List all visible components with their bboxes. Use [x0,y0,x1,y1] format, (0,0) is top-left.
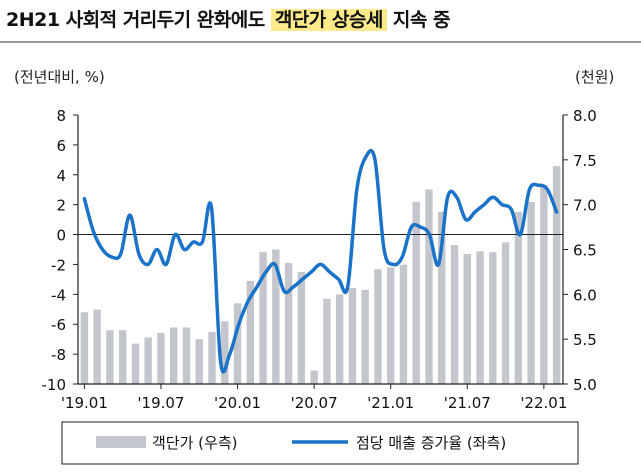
bar [233,303,242,384]
left-tick-label: 0 [56,227,66,245]
left-tick-label: -10 [42,376,67,394]
bar [527,201,535,384]
chart-title: 2H21 사회적 거리두기 완화에도 객단가 상승세 지속 중 [6,0,450,40]
right-tick-label: 7.0 [573,197,597,215]
x-tick-label: '20.07 [291,394,338,412]
bar [438,211,446,384]
left-tick-label: 6 [56,137,66,155]
x-axis-ticks: '19.01 '19.07 '20.01 '20.07 '21.01 '21.07 '22.… [61,384,567,412]
bar [476,251,484,384]
bar [246,280,255,384]
x-tick-label: '22.01 [520,394,567,412]
bar [221,321,229,384]
bar [297,271,306,384]
title-divider [0,41,641,43]
legend-bar-swatch [96,436,146,448]
left-tick-label: -8 [51,346,66,364]
bar [195,339,203,384]
bar [374,269,382,384]
bar [208,331,216,384]
x-tick-label: '19.07 [137,394,184,412]
bar [323,298,331,384]
right-tick-label: 6.0 [573,286,597,304]
left-tick-label: 2 [56,197,66,215]
legend-bar-label: 객단가 (우측) [152,434,237,452]
bar [540,184,548,384]
right-tick-label: 5.5 [573,331,597,349]
bar [170,327,178,384]
bar [412,201,420,384]
bar [93,309,101,384]
left-tick-label: 8 [56,107,66,125]
right-tick-label: 6.5 [573,242,597,260]
right-tick-label: 8.0 [573,107,597,125]
bar [157,332,165,384]
bar [118,330,127,384]
left-tick-label: -2 [51,256,66,274]
title-main: 2H21 사회적 거리두기 완화에도 [6,9,271,31]
x-tick-label: '21.01 [367,394,414,412]
bar [552,166,561,384]
title-highlight: 객단가 상승세 [270,9,387,31]
bar-series [80,166,561,384]
bar [489,252,497,384]
left-tick-label: -6 [51,316,66,334]
right-axis-ticks: 8.0 7.5 7.0 6.5 6.0 5.5 5.0 [563,107,597,394]
bar [144,337,152,384]
right-tick-label: 7.5 [573,152,597,170]
left-tick-label: 4 [56,167,66,185]
bar [106,330,114,384]
bar [182,327,191,384]
bar [310,370,318,384]
bar [335,294,344,384]
left-axis-label: (전년대비, %) [14,68,105,86]
bar [386,267,395,384]
right-tick-label: 5.0 [573,376,597,394]
line-series [82,148,559,374]
bar [514,211,523,384]
legend-line-label: 점당 매출 증가율 (좌측) [356,434,506,452]
left-axis-ticks: 8 6 4 2 0 -2 -4 -6 -8 -10 [42,107,78,394]
right-axis-label: (천원) [575,68,614,86]
bar [501,242,510,384]
bar [259,252,267,384]
bar [80,312,89,384]
x-tick-label: '21.07 [444,394,491,412]
bar [284,262,293,384]
bar [272,249,280,384]
bar [348,288,357,384]
bar [425,189,433,384]
bar [131,343,140,384]
bar [399,264,408,384]
title-tail: 지속 중 [386,9,451,31]
legend: 객단가 (우측) 점당 매출 증가율 (좌측) [61,421,579,465]
bar [361,289,369,384]
bar [463,253,471,384]
x-tick-label: '20.01 [214,394,261,412]
bar [450,245,459,384]
left-tick-label: -4 [51,286,66,304]
x-tick-label: '19.01 [61,394,108,412]
